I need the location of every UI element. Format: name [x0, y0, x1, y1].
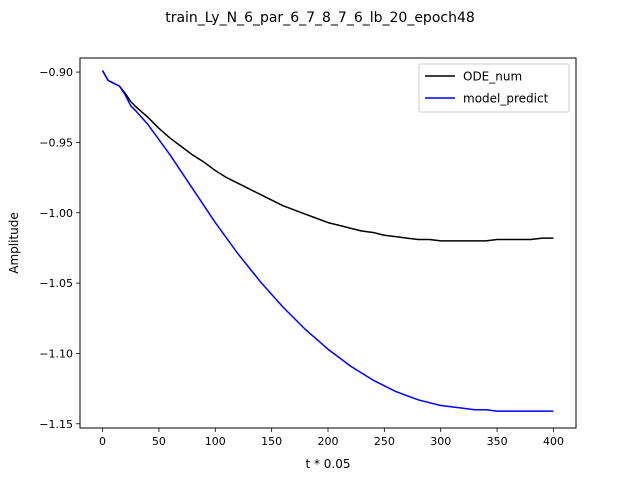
y-tick-label: −1.00	[39, 207, 73, 220]
y-tick-label: −1.10	[39, 347, 73, 360]
x-tick-label: 250	[374, 435, 395, 448]
legend-label-model-predict: model_predict	[463, 92, 549, 106]
series-line-ode-num	[101, 70, 554, 242]
x-tick-label: 100	[205, 435, 226, 448]
y-tick-label: −0.90	[39, 66, 73, 79]
x-tick-label: 150	[261, 435, 282, 448]
y-tick-label: −1.15	[39, 418, 73, 431]
legend-label-ode-num: ODE_num	[463, 70, 522, 84]
x-tick-label: 50	[152, 435, 166, 448]
series-layer	[101, 70, 554, 412]
legend-box	[418, 63, 570, 113]
y-tick-label: −1.05	[39, 277, 73, 290]
legend: ODE_num model_predict	[418, 63, 570, 113]
y-axis-ticks: −0.90 −0.95 −1.00 −1.05 −1.10 −1.15	[39, 66, 80, 431]
x-axis-ticks: 0 50 100 150 200 250 300 350 400	[99, 428, 564, 448]
chart-title: train_Ly_N_6_par_6_7_8_7_6_lb_20_epoch48	[165, 10, 475, 26]
x-tick-label: 350	[487, 435, 508, 448]
x-tick-label: 400	[543, 435, 564, 448]
x-axis-label: t * 0.05	[305, 457, 350, 471]
y-axis-label: Amplitude	[7, 212, 21, 274]
series-line-model-predict	[101, 70, 554, 412]
y-tick-label: −0.95	[39, 136, 73, 149]
x-tick-label: 0	[99, 435, 106, 448]
x-tick-label: 300	[430, 435, 451, 448]
x-tick-label: 200	[318, 435, 339, 448]
